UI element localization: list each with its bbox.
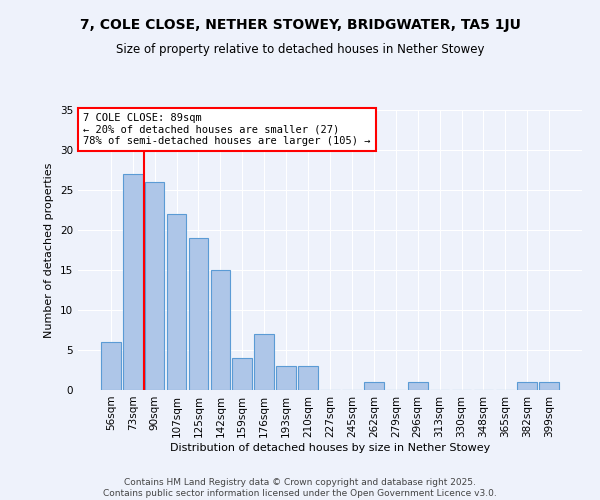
Text: 7 COLE CLOSE: 89sqm
← 20% of detached houses are smaller (27)
78% of semi-detach: 7 COLE CLOSE: 89sqm ← 20% of detached ho…: [83, 113, 371, 146]
Bar: [123, 174, 143, 390]
Bar: [364, 382, 384, 390]
Text: 7, COLE CLOSE, NETHER STOWEY, BRIDGWATER, TA5 1JU: 7, COLE CLOSE, NETHER STOWEY, BRIDGWATER…: [80, 18, 520, 32]
Bar: [101, 342, 121, 390]
Bar: [145, 182, 164, 390]
Bar: [517, 382, 537, 390]
Bar: [232, 358, 252, 390]
Text: Size of property relative to detached houses in Nether Stowey: Size of property relative to detached ho…: [116, 42, 484, 56]
Bar: [211, 270, 230, 390]
Bar: [254, 334, 274, 390]
Bar: [539, 382, 559, 390]
Y-axis label: Number of detached properties: Number of detached properties: [44, 162, 55, 338]
Bar: [408, 382, 428, 390]
Bar: [188, 238, 208, 390]
Bar: [298, 366, 318, 390]
Text: Contains HM Land Registry data © Crown copyright and database right 2025.
Contai: Contains HM Land Registry data © Crown c…: [103, 478, 497, 498]
Bar: [167, 214, 187, 390]
Bar: [276, 366, 296, 390]
X-axis label: Distribution of detached houses by size in Nether Stowey: Distribution of detached houses by size …: [170, 442, 490, 452]
